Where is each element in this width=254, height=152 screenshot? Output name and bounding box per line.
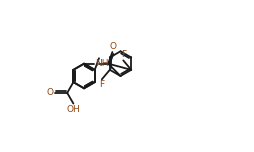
Text: F: F — [121, 50, 126, 59]
Text: O: O — [109, 41, 116, 50]
Text: OH: OH — [67, 105, 80, 114]
Text: O: O — [47, 88, 54, 97]
Text: NH: NH — [95, 59, 109, 68]
Text: F: F — [99, 81, 104, 90]
